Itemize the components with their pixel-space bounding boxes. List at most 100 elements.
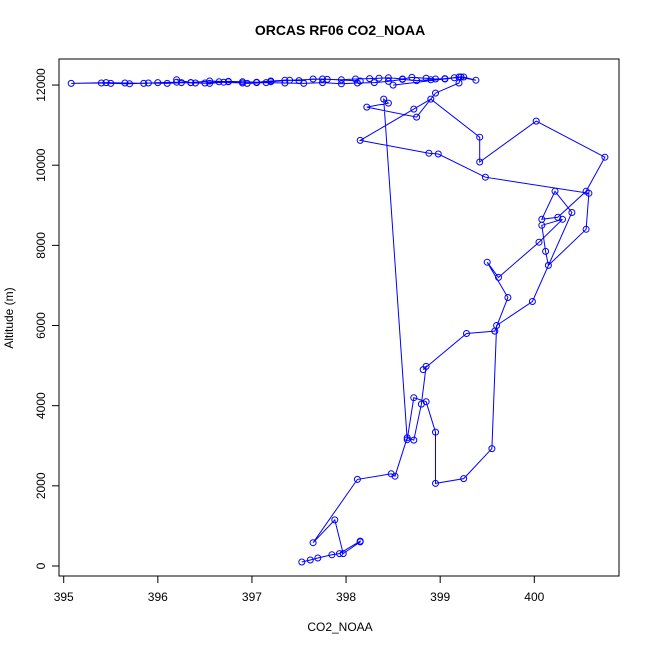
- plot-frame: [58, 58, 620, 577]
- data-point: [457, 73, 465, 81]
- data-point: [488, 445, 496, 453]
- data-point: [528, 298, 536, 305]
- data-point: [425, 149, 433, 157]
- x-axis-label: CO2_NOAA: [307, 620, 372, 634]
- data-point: [554, 213, 562, 221]
- data-point: [107, 79, 115, 87]
- data-point: [319, 75, 326, 83]
- data-point: [337, 76, 345, 84]
- data-point: [67, 79, 75, 87]
- data-point: [427, 95, 435, 103]
- y-axis: 0 2000 4000 6000 8000 10000 12000: [34, 68, 60, 569]
- data-point: [410, 394, 418, 402]
- data-point: [102, 79, 110, 87]
- data-point: [253, 78, 261, 86]
- data-point: [450, 74, 458, 82]
- data-point: [410, 436, 418, 444]
- data-point: [336, 550, 343, 558]
- data-point: [582, 225, 590, 233]
- y-tick-label: 12000: [34, 68, 48, 102]
- y-axis-label: Altitude (m): [2, 287, 16, 348]
- data-point: [384, 74, 392, 82]
- data-point: [206, 79, 214, 87]
- data-point: [504, 294, 512, 301]
- data-point: [173, 78, 181, 86]
- data-point: [538, 215, 546, 223]
- data-point: [363, 103, 371, 111]
- x-tick-label: 395: [54, 590, 74, 604]
- data-point: [535, 238, 543, 246]
- data-point: [432, 75, 439, 83]
- data-point: [163, 79, 171, 87]
- data-point: [339, 550, 347, 558]
- data-point: [403, 436, 411, 444]
- data-point: [201, 79, 209, 87]
- data-point: [432, 428, 439, 436]
- data-point: [582, 187, 590, 195]
- data-point: [413, 77, 421, 85]
- data-point: [568, 209, 576, 216]
- data-point: [353, 79, 361, 87]
- data-point: [389, 81, 397, 89]
- data-point: [455, 73, 463, 81]
- x-axis: 395 396 397 398 399 400: [54, 575, 545, 604]
- data-point: [356, 136, 364, 144]
- data-point: [239, 78, 246, 86]
- y-tick-label: 2000: [34, 472, 48, 499]
- data-point: [559, 215, 566, 223]
- data-point: [220, 78, 228, 86]
- data-point: [224, 78, 232, 86]
- data-point: [281, 76, 289, 84]
- data-point: [399, 75, 406, 83]
- data-point: [472, 76, 480, 84]
- data-point: [601, 153, 609, 161]
- data-point: [493, 322, 501, 329]
- y-tick-label: 10000: [34, 148, 48, 182]
- data-point: [121, 79, 129, 87]
- data-point: [328, 551, 336, 559]
- data-point: [387, 470, 395, 478]
- data-point: [427, 76, 435, 84]
- data-point: [460, 475, 468, 483]
- data-point: [300, 79, 308, 87]
- data-point: [370, 79, 378, 87]
- y-tick-label: 4000: [34, 392, 48, 419]
- y-tick-label: 8000: [34, 232, 48, 259]
- data-point: [298, 558, 306, 566]
- x-tick-label: 400: [524, 590, 544, 604]
- data-point: [495, 273, 502, 281]
- data-point: [140, 79, 148, 87]
- data-point: [366, 75, 374, 83]
- series-line-1: [301, 76, 606, 563]
- data-point: [187, 79, 195, 87]
- data-point: [380, 95, 388, 103]
- data-point: [408, 73, 416, 81]
- data-point: [432, 479, 439, 487]
- data-point: [323, 75, 331, 83]
- data-point: [483, 258, 491, 266]
- data-point: [391, 472, 399, 480]
- data-point: [422, 74, 430, 82]
- data-point: [476, 158, 484, 166]
- data-point: [352, 75, 359, 83]
- data-point: [97, 79, 105, 87]
- x-tick-label: 396: [148, 590, 168, 604]
- data-point: [206, 77, 214, 85]
- data-point: [463, 330, 470, 337]
- data-point: [410, 105, 418, 113]
- data-point: [353, 475, 361, 483]
- data-point: [154, 79, 162, 87]
- data-point: [262, 79, 270, 87]
- data-point: [314, 554, 322, 562]
- y-tick-label: 0: [34, 562, 48, 569]
- data-point: [460, 73, 468, 81]
- data-point: [267, 77, 275, 85]
- data-point: [476, 133, 484, 141]
- data-point: [356, 538, 364, 546]
- data-point: [542, 247, 550, 255]
- data-point: [144, 79, 152, 87]
- series-points: [67, 73, 609, 566]
- data-point: [434, 150, 442, 158]
- data-point: [422, 398, 430, 406]
